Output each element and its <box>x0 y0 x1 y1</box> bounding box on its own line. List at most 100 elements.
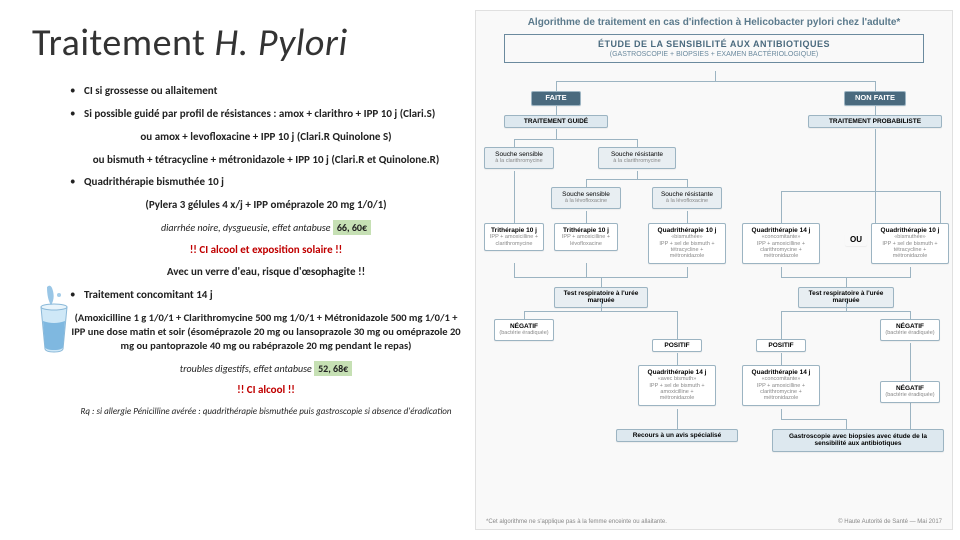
connector <box>601 277 602 287</box>
node-quadri-concom-14j: Quadrithérapie 14 j «concomitante» IPP +… <box>742 223 820 264</box>
neg2-sub: (bactérie éradiquée) <box>885 330 935 336</box>
warning-3: !! CI alcool !! <box>70 383 462 398</box>
alt-1: ou amox + levofloxacine + IPP 10 j (Clar… <box>70 130 462 145</box>
connector <box>875 129 876 223</box>
connector <box>556 81 876 82</box>
connector <box>846 301 847 311</box>
bullet-marker: • <box>70 84 84 99</box>
qb10-title: Quadrithérapie 10 j <box>658 227 717 234</box>
tri10l-title: Trithérapie 10 j <box>563 227 609 234</box>
connector <box>687 211 688 223</box>
water-glass-icon <box>28 285 80 355</box>
node-positif-2: POSITIF <box>756 339 806 352</box>
diagram-footnote: *Cet algorithme ne s'applique pas à la f… <box>486 519 942 525</box>
bullet-2: • Si possible guidé par profil de résist… <box>70 107 462 122</box>
sr-title: Souche résistante <box>603 151 671 158</box>
tri10-title: Trithérapie 10 j <box>491 227 537 234</box>
node-souche-resistante-clar: Souche résistante à la clarithromycine <box>598 147 676 169</box>
connector <box>781 311 782 339</box>
node-traitement-guide: TRAITEMENT GUIDÉ <box>504 115 608 128</box>
left-column: Traitement H. Pylori • CI si grossesse o… <box>32 20 462 426</box>
connector <box>556 81 557 91</box>
node-ou: OU <box>845 233 867 246</box>
concomitant-detail: (Amoxicilline 1 g 1/0/1 + Clarithromycin… <box>70 311 462 354</box>
node-faite: FAITE <box>531 91 581 106</box>
diagram-header-main: ÉTUDE DE LA SENSIBILITÉ AUX ANTIBIOTIQUE… <box>509 39 919 49</box>
connector <box>514 171 515 223</box>
node-tritherapie-10j-clar: Trithérapie 10 j IPP + amoxicilline + cl… <box>484 223 544 251</box>
bullet-4-text: Traitement concomitant 14 j <box>84 288 462 303</box>
q14b-title: Quadrithérapie 14 j <box>648 369 707 376</box>
price-1: 66, 60€ <box>333 220 371 235</box>
node-positif-1: POSITIF <box>652 339 702 352</box>
node-negatif-1: NÉGATIF (bactérie éradiquée) <box>494 319 554 341</box>
content-block: • CI si grossesse ou allaitement • Si po… <box>70 84 462 418</box>
connector <box>875 81 876 91</box>
node-traitement-probabiliste: TRAITEMENT PROBABILISTE <box>808 115 942 128</box>
connector <box>556 105 557 115</box>
footnote-left: *Cet algorithme ne s'applique pas à la f… <box>486 519 667 525</box>
neg3-sub: (bactérie éradiquée) <box>885 392 935 398</box>
qc14-sub: «concomitante» IPP + amoxicilline + clar… <box>747 234 815 259</box>
connector <box>781 311 911 312</box>
connector <box>781 419 846 420</box>
warning-1: !! CI alcool et exposition solaire !! <box>70 243 462 258</box>
q14b-sub: «avec bismuth» IPP + sel de bismuth + am… <box>643 376 711 401</box>
neg-sub: (bactérie éradiquée) <box>499 330 549 336</box>
connector <box>677 353 678 365</box>
node-souche-sensible-levo: Souche sensible à la lévofloxacine <box>551 187 621 209</box>
node-quadri-14j-bismuth: Quadrithérapie 14 j «avec bismuth» IPP +… <box>638 365 716 406</box>
connector <box>586 211 587 223</box>
connector <box>677 311 678 339</box>
node-negatif-2: NÉGATIF (bactérie éradiquée) <box>880 319 940 341</box>
connector <box>910 311 911 319</box>
connector <box>514 139 515 147</box>
connector <box>781 409 782 419</box>
connector <box>524 311 525 319</box>
connector <box>781 191 941 192</box>
bullet-1: • CI si grossesse ou allaitement <box>70 84 462 99</box>
srl-title: Souche résistante <box>657 191 717 198</box>
connector <box>514 139 638 140</box>
slide-title: Traitement H. Pylori <box>32 20 462 66</box>
bullet-3: • Quadrithérapie bismuthée 10 j <box>70 175 462 190</box>
q14c-sub: «concomitante» IPP + amoxicilline + clar… <box>747 376 815 401</box>
neg3-title: NÉGATIF <box>896 385 924 392</box>
connector <box>524 311 678 312</box>
connector <box>781 353 782 365</box>
connector <box>687 179 688 187</box>
connector <box>637 139 638 147</box>
bullet-marker: • <box>70 107 84 122</box>
node-quadri-bismuth-10j: Quadrithérapie 10 j «bismuthée» IPP + se… <box>648 223 726 264</box>
footnote-right: © Haute Autorité de Santé — Mai 2017 <box>838 519 942 525</box>
srl-sub: à la lévofloxacine <box>657 198 717 204</box>
q14c-title: Quadrithérapie 14 j <box>752 369 811 376</box>
warning-2: Avec un verre d'eau, risque d'œsophagite… <box>70 265 462 280</box>
ss-sub: à la clarithromycine <box>489 158 549 164</box>
node-negatif-3: NÉGATIF (bactérie éradiquée) <box>880 381 940 403</box>
node-souche-resistante-levo: Souche résistante à la lévofloxacine <box>652 187 722 209</box>
qc14-title: Quadrithérapie 14 j <box>752 227 811 234</box>
diagram-header: ÉTUDE DE LA SENSIBILITÉ AUX ANTIBIOTIQUE… <box>504 34 924 63</box>
connector <box>677 409 678 429</box>
node-tritherapie-10j-levo: Trithérapie 10 j IPP + amoxicilline + lé… <box>554 223 618 251</box>
connector <box>586 263 587 277</box>
connector <box>514 263 515 277</box>
bullet-4: • Traitement concomitant 14 j <box>70 288 462 303</box>
sr-sub: à la clarithromycine <box>603 158 671 164</box>
diagram-title: Algorithme de traitement en cas d'infect… <box>476 11 952 30</box>
side-effects-2: troubles digestifs, effet antabuse 52, 6… <box>70 362 462 376</box>
title-italic: H. Pylori <box>214 20 347 66</box>
qb10-sub: «bismuthée» IPP + sel de bismuth + tétra… <box>653 234 721 259</box>
tri10-sub: IPP + amoxicilline + clarithromycine <box>489 234 539 247</box>
node-quadri-14j-concom: Quadrithérapie 14 j «concomitante» IPP +… <box>742 365 820 406</box>
ssl-sub: à la lévofloxacine <box>556 198 616 204</box>
node-quadri-bismuth-10j-right: Quadrithérapie 10 j «bismuthée» IPP + se… <box>871 223 949 264</box>
sideeff2-text: troubles digestifs, effet antabuse <box>180 362 314 375</box>
remark: Rq : si allergie Pénicilline avérée : qu… <box>70 406 462 418</box>
connector <box>781 267 782 277</box>
node-non-faite: NON FAITE <box>844 91 906 106</box>
node-gastroscopie: Gastroscopie avec biopsies avec étude de… <box>772 429 944 452</box>
connector <box>940 191 941 223</box>
connector <box>687 267 688 277</box>
